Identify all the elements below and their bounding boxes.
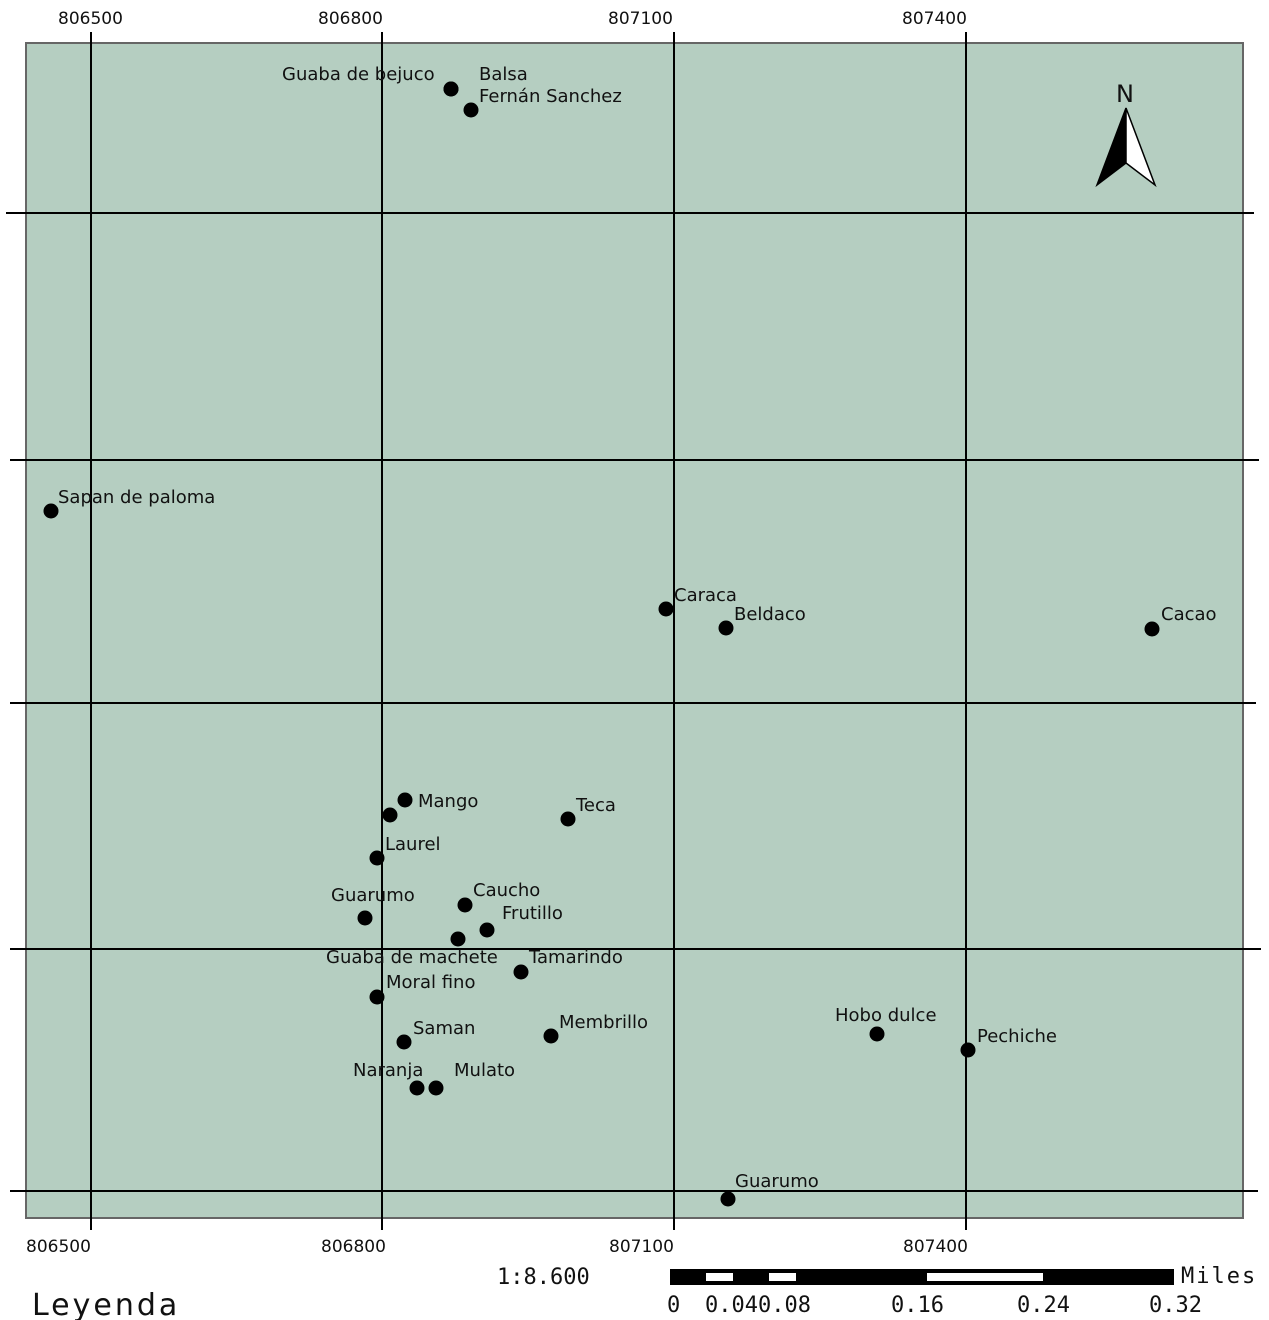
x-tick-bottom-3: 807100 [609, 1237, 674, 1257]
point-marker [369, 989, 385, 1005]
scale-bar-outline [670, 1269, 1174, 1285]
point-marker [658, 601, 674, 617]
point-marker [1144, 621, 1160, 637]
point-label: Caraca [674, 585, 737, 606]
scale-ratio: 1:8.600 [497, 1265, 590, 1290]
scale-bar: Miles 0 0.040.08 0.16 0.24 0.32 [667, 1264, 1257, 1318]
x-tick-top-4: 807400 [902, 9, 967, 29]
point-marker [450, 931, 466, 947]
point-label: Mango [418, 791, 478, 812]
point-label: Guarumo [331, 885, 415, 906]
point-label: Beldaco [734, 604, 806, 625]
point-marker [428, 1080, 444, 1096]
point-marker [382, 807, 398, 823]
x-tick-top-1: 806500 [58, 9, 123, 29]
point-marker [409, 1080, 425, 1096]
point-label: Cacao [1161, 604, 1217, 625]
point-marker [457, 897, 473, 913]
point-label: Frutillo [502, 903, 563, 924]
north-label: N [1116, 80, 1134, 108]
point-marker [720, 1191, 736, 1207]
point-label: Moral fino [386, 972, 475, 993]
point-label: Pechiche [977, 1026, 1057, 1047]
point-marker [463, 102, 479, 118]
legend-title: Leyenda [32, 1288, 180, 1320]
point-marker [369, 850, 385, 866]
point-label: Laurel [385, 834, 441, 855]
point-marker [479, 922, 495, 938]
point-label: Hobo dulce [835, 1005, 937, 1026]
scale-tick-4: 0.32 [1149, 1293, 1202, 1318]
point-marker [869, 1026, 885, 1042]
point-marker [543, 1028, 559, 1044]
point-label: Mulato [454, 1060, 515, 1081]
north-arrow-right-half [1125, 107, 1157, 188]
scale-bar-seg-1 [706, 1273, 733, 1281]
scale-tick-1: 0.040.08 [705, 1293, 811, 1318]
point-label: Sapan de paloma [58, 487, 215, 508]
point-marker [443, 81, 459, 97]
point-marker [960, 1042, 976, 1058]
point-label: Guaba de machete [326, 947, 498, 968]
point-label: Membrillo [559, 1012, 648, 1033]
x-tick-top-3: 807100 [608, 9, 673, 29]
point-label: Guaba de bejuco [282, 64, 435, 85]
scale-bar-seg-3 [927, 1273, 1043, 1281]
x-tick-bottom-2: 806800 [321, 1237, 386, 1257]
point-marker [43, 503, 59, 519]
point-marker [396, 1034, 412, 1050]
grid [6, 32, 1261, 1230]
scale-tick-0: 0 [667, 1293, 680, 1318]
point-label: Guarumo [735, 1171, 819, 1192]
scale-tick-2: 0.16 [891, 1293, 944, 1318]
x-tick-top-2: 806800 [318, 9, 383, 29]
point-label: Fernán Sanchez [479, 86, 622, 107]
north-arrow-icon: N [1095, 80, 1157, 188]
point-label: Teca [575, 795, 616, 816]
map-frame [25, 42, 1244, 1219]
point-marker [560, 811, 576, 827]
point-label: Naranja [353, 1060, 423, 1081]
point-label: Balsa [479, 64, 528, 85]
point-label: Tamarindo [528, 947, 623, 968]
point-marker [718, 620, 734, 636]
point-marker [397, 792, 413, 808]
x-tick-bottom-1: 806500 [26, 1237, 91, 1257]
scale-tick-3: 0.24 [1017, 1293, 1070, 1318]
point-marker [513, 964, 529, 980]
x-tick-bottom-4: 807400 [903, 1237, 968, 1257]
scale-unit: Miles [1181, 1264, 1257, 1289]
point-label: Caucho [473, 880, 540, 901]
scale-bar-seg-2 [769, 1273, 796, 1281]
point-marker [357, 910, 373, 926]
point-label: Saman [413, 1018, 475, 1039]
